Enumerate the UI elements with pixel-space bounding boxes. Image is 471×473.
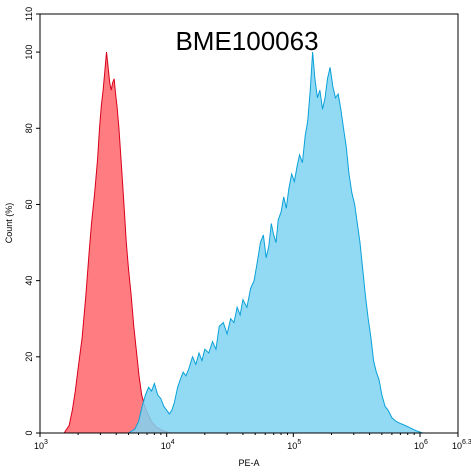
x-tick-label: 103 — [34, 439, 48, 451]
histogram-series-2 — [126, 52, 423, 434]
y-tick-label: 110 — [24, 7, 34, 21]
x-tick-label: 106.3 — [452, 439, 471, 451]
y-tick-label: 20 — [24, 352, 34, 362]
x-tick-label: 104 — [161, 439, 175, 451]
histogram-series-1 — [63, 52, 173, 434]
x-tick-exponent: 6 — [424, 439, 428, 446]
x-tick-base: 10 — [414, 441, 424, 451]
chart-title: BME100063 — [175, 26, 318, 56]
x-tick-exponent: 6.3 — [462, 439, 471, 446]
y-tick-label: 80 — [24, 123, 34, 133]
x-tick-exponent: 4 — [171, 439, 175, 446]
y-tick-label: 100 — [24, 45, 34, 60]
y-axis-label: Count (%) — [4, 203, 14, 244]
y-tick-label: 0 — [24, 430, 34, 435]
x-axis: 103 104 105 106 106.3 — [34, 433, 471, 451]
x-tick-exponent: 3 — [44, 439, 48, 446]
x-tick-base: 10 — [287, 441, 297, 451]
x-tick-base: 10 — [161, 441, 171, 451]
x-tick-label: 106 — [414, 439, 428, 451]
x-tick-base: 10 — [34, 441, 44, 451]
y-tick-label: 60 — [24, 199, 34, 209]
x-axis-label: PE-A — [238, 458, 259, 468]
x-tick-exponent: 5 — [297, 439, 301, 446]
plot-frame — [39, 13, 459, 434]
x-tick-base: 10 — [452, 441, 462, 451]
x-tick-label: 105 — [287, 439, 301, 451]
y-axis: 0 20 40 60 80 100 110 — [24, 7, 40, 436]
y-tick-label: 40 — [24, 276, 34, 286]
plot-area — [63, 52, 423, 434]
